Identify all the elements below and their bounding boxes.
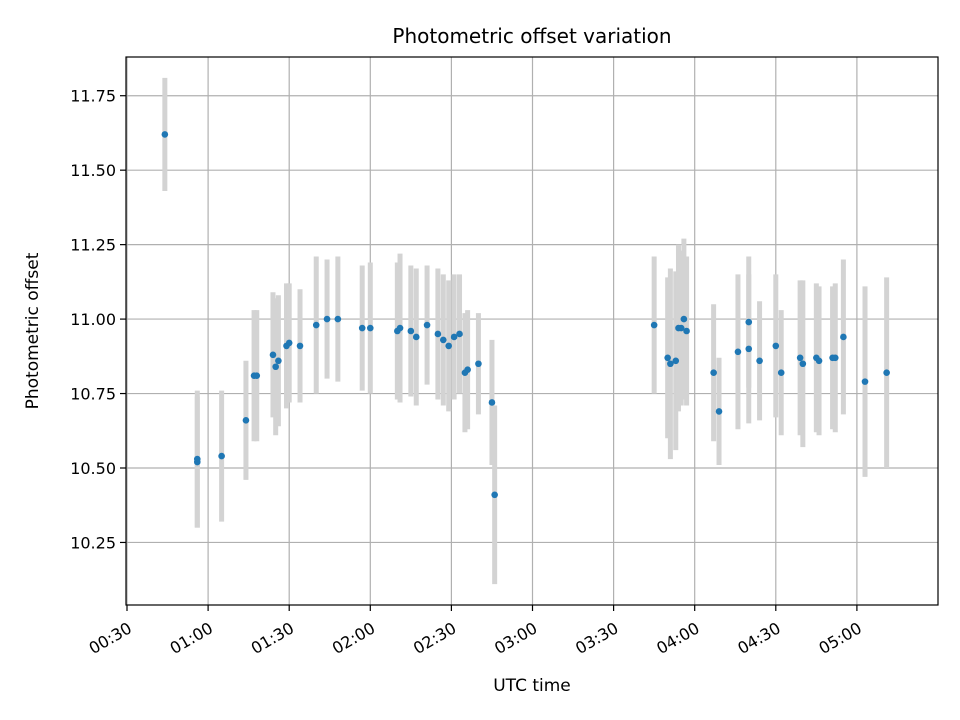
y-tick-label: 10.50 [70,459,116,478]
data-point [475,360,482,368]
data-point [491,491,498,499]
data-point [883,369,890,376]
data-point [745,345,753,353]
y-tick-label: 11.25 [70,236,116,255]
data-point [745,318,753,326]
data-point [756,357,763,365]
data-point [683,327,690,335]
y-axis-title: Photometric offset [23,252,43,409]
data-point [710,369,717,376]
data-point [650,321,658,329]
data-point [734,348,742,356]
data-point [831,354,839,362]
data-point [815,357,823,365]
data-point [312,321,320,329]
data-point [193,458,201,466]
data-point [218,452,225,460]
y-tick-label: 10.25 [70,533,116,552]
data-point [772,342,780,350]
data-points [161,131,890,499]
y-tick-label: 11.00 [70,310,116,329]
data-point [423,321,431,329]
data-point [672,357,680,365]
data-point [323,315,331,323]
data-point [161,131,169,138]
data-point [445,342,452,350]
x-axis-title: UTC time [493,676,571,696]
data-point [272,363,279,371]
data-point [667,360,674,368]
chart-title: Photometric offset variation [392,24,671,48]
data-point [450,333,458,341]
data-point [407,327,415,335]
data-point [396,324,404,332]
y-tick-label: 10.75 [70,385,116,404]
data-point [334,315,342,323]
data-point [488,399,496,406]
data-point [285,339,293,347]
grid [126,57,938,605]
data-point [677,324,685,332]
data-point [715,408,723,415]
y-axis: 10.25 10.50 10.75 11.00 11.25 11.50 11.75 [70,87,126,552]
data-point [253,372,261,379]
data-point [434,330,442,338]
data-point [664,354,671,362]
data-point [796,354,804,362]
data-point [456,330,463,338]
y-tick-label: 11.75 [70,87,116,106]
data-point [275,357,282,365]
data-point [358,324,366,332]
data-point [296,342,304,350]
data-point [861,378,869,385]
data-point [777,369,785,376]
data-point [269,351,277,359]
data-point [464,366,471,374]
data-point [439,336,447,344]
data-point [367,324,374,332]
data-point [799,360,807,368]
data-point [680,315,688,323]
data-point [412,333,420,341]
data-point [242,417,250,424]
y-tick-label: 11.50 [70,161,116,180]
data-point [840,333,847,341]
